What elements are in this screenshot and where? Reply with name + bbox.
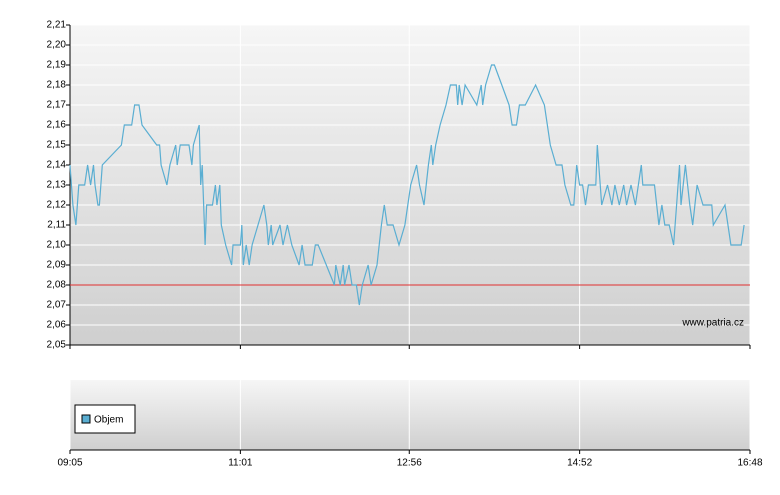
y-tick-label: 2,19 (47, 60, 67, 71)
volume-area (70, 380, 750, 450)
y-tick-label: 2,16 (47, 120, 67, 131)
x-tick-label: 16:48 (737, 458, 762, 469)
y-tick-label: 2,13 (47, 180, 67, 191)
y-tick-label: 2,18 (47, 80, 67, 91)
y-tick-label: 2,11 (47, 220, 66, 231)
y-tick-label: 2,14 (47, 160, 67, 171)
y-tick-label: 2,17 (47, 100, 67, 111)
y-tick-label: 2,07 (47, 300, 67, 311)
y-tick-label: 2,12 (47, 200, 67, 211)
y-tick-label: 2,06 (47, 320, 67, 331)
y-tick-label: 2,10 (47, 240, 67, 251)
x-tick-label: 11:01 (228, 458, 253, 469)
y-tick-label: 2,21 (47, 20, 67, 31)
y-tick-label: 2,09 (47, 260, 67, 271)
legend-label: Objem (94, 415, 123, 426)
price-line (69, 64, 745, 306)
y-tick-label: 2,08 (47, 280, 67, 291)
x-tick-label: 09:05 (57, 458, 82, 469)
legend-swatch (81, 414, 91, 424)
x-tick-label: 14:52 (567, 458, 592, 469)
y-tick-label: 2,05 (47, 340, 67, 351)
watermark: www.patria.cz (681, 318, 744, 329)
y-tick-label: 2,15 (47, 140, 67, 151)
x-tick-label: 12:56 (397, 458, 422, 469)
y-tick-label: 2,20 (47, 40, 67, 51)
